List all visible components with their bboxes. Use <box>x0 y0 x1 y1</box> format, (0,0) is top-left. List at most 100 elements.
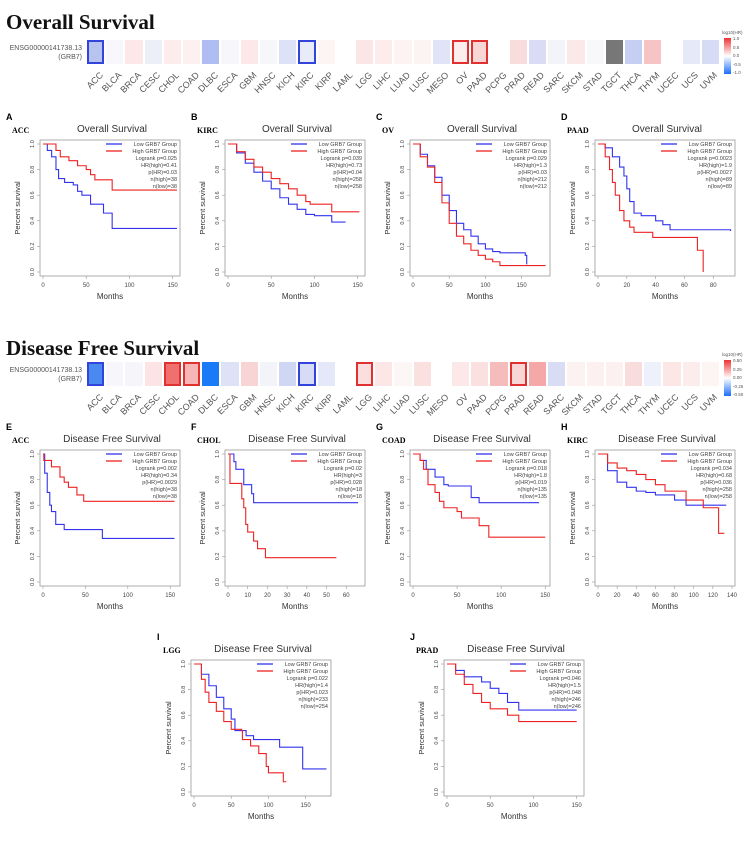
stat-label: HR(high)=0.73 <box>326 163 362 169</box>
colorbar-tick: 0.0 <box>733 53 740 58</box>
panel-letter: H <box>561 422 568 432</box>
heatmap-cell-laml <box>336 40 354 64</box>
stat-label: n(high)=258 <box>702 487 732 493</box>
legend-label: Low GRB7 Group <box>134 452 177 458</box>
y-tick-label: 0.0 <box>585 268 591 276</box>
y-tick-label: 0.2 <box>400 553 406 561</box>
heatmap-cell-kirc <box>298 362 316 386</box>
cancer-label: UCS <box>679 392 701 413</box>
heatmap-cell-lihc <box>375 40 393 64</box>
high-group-curve <box>228 143 360 213</box>
y-tick-label: 0.8 <box>585 476 591 484</box>
y-tick-label: 0.6 <box>181 711 187 719</box>
y-tick-label: 0.8 <box>400 476 406 484</box>
y-tick-label: 0.8 <box>215 166 221 174</box>
stat-label: HR(high)=1.4 <box>295 683 328 689</box>
y-axis-label: Percent survival <box>13 181 22 235</box>
heatmap-cell-stad <box>586 362 604 386</box>
cancer-label: UVM <box>698 392 720 414</box>
gene-symbol: (GRB7) <box>58 376 82 383</box>
y-tick-label: 0.2 <box>400 243 406 251</box>
x-tick-label: 50 <box>268 283 275 289</box>
panel-letter: I <box>157 632 160 642</box>
x-tick-label: 50 <box>454 593 461 599</box>
stat-label: p(HR)=0.036 <box>700 480 732 486</box>
heatmap-cell-meso <box>432 40 451 64</box>
stat-label: Logrank p=0.034 <box>691 466 732 472</box>
legend-label: Low GRB7 Group <box>504 452 547 458</box>
x-tick-label: 20 <box>623 283 630 289</box>
heatmap-cell-lgg <box>355 362 374 386</box>
x-tick-label: 120 <box>708 593 719 599</box>
y-axis-label: Percent survival <box>198 181 207 235</box>
y-tick-label: 0.4 <box>434 737 440 745</box>
heatmap-cell-coad <box>183 362 201 386</box>
heatmap-cell-kirp <box>317 362 335 386</box>
km-panel-i: I LGG Disease Free Survival 0 50 100 150 0.0 0.2… <box>155 632 337 822</box>
high-group-curve <box>598 453 725 534</box>
gene-label-os: ENSG00000141738.13 (GRB7) <box>0 44 82 62</box>
y-tick-label: 0.6 <box>30 191 36 199</box>
cancer-label: LUAD <box>388 70 413 95</box>
heatmap-cell-kich <box>279 362 297 386</box>
x-tick-label: 100 <box>124 283 135 289</box>
plot-frame <box>224 139 366 277</box>
legend-label: High GRB7 Group <box>536 669 581 675</box>
x-tick-label: 100 <box>309 283 320 289</box>
stat-label: n(high)=233 <box>298 697 328 703</box>
y-axis-label: Percent survival <box>383 491 392 545</box>
plot-title: Overall Survival <box>446 124 518 135</box>
y-tick-label: 0.2 <box>30 243 36 251</box>
stat-label: Logrank p=0.02 <box>324 466 362 472</box>
heatmap-cell-esca <box>221 362 239 386</box>
heatmap-cell-blca <box>106 40 124 64</box>
y-tick-label: 0.4 <box>585 217 591 225</box>
plot-frame <box>39 449 181 587</box>
x-tick-label: 100 <box>263 803 274 809</box>
cancer-label: LAML <box>330 70 355 94</box>
stat-label: Logrank p=0.0023 <box>688 156 733 162</box>
x-tick-label: 50 <box>228 803 235 809</box>
x-axis-label: Months <box>282 602 308 611</box>
y-axis-label: Percent survival <box>164 701 173 755</box>
y-tick-label: 0.4 <box>215 217 221 225</box>
panel-letter: E <box>6 422 13 432</box>
km-plot: 0 20 40 60 80 0.0 0.2 0.4 0.6 0.8 1.0 Months Percent… <box>568 139 736 301</box>
cancer-label: UCEC <box>655 392 682 418</box>
stat-label: p(HR)=0.019 <box>515 480 547 486</box>
x-tick-label: 50 <box>82 593 89 599</box>
plot-frame <box>224 449 366 587</box>
x-tick-label: 100 <box>689 593 700 599</box>
colorbar-title: log10(HR) <box>722 352 743 357</box>
low-group-curve <box>598 453 727 506</box>
km-panel-h: H KIRC Disease Free Survival 0 20 40 60 80 100 12… <box>559 422 741 612</box>
heatmap-cell-gbm <box>240 40 258 64</box>
heatmap-cell-meso <box>432 362 451 386</box>
y-tick-label: 0.8 <box>181 686 187 694</box>
dfs-colorbar <box>724 360 731 396</box>
cancer-label: STAD <box>580 70 605 94</box>
stat-label: Logrank p=0.046 <box>540 676 581 682</box>
x-tick-label: 150 <box>165 593 176 599</box>
y-tick-label: 0.4 <box>30 217 36 225</box>
x-tick-label: 50 <box>446 283 453 289</box>
stat-label: Logrank p=0.002 <box>136 466 177 472</box>
heatmap-cell-laml <box>336 362 354 386</box>
km-panel-j: J PRAD Disease Free Survival 0 50 100 150 0.0 0.… <box>408 632 590 822</box>
x-tick-label: 60 <box>652 593 659 599</box>
heatmap-cell-luad <box>394 40 412 64</box>
stat-label: p(HR)=0.028 <box>330 480 362 486</box>
y-tick-label: 1.0 <box>585 450 591 458</box>
heatmap-cell-skcm <box>567 362 585 386</box>
x-tick-label: 0 <box>192 803 196 809</box>
y-tick-label: 1.0 <box>585 140 591 148</box>
cancer-type-label: PRAD <box>416 646 439 655</box>
x-axis-label: Months <box>467 602 493 611</box>
heatmap-cell-pcpg <box>490 40 508 64</box>
cancer-label: TGCT <box>599 70 624 95</box>
stat-label: HR(high)=1.9 <box>699 163 732 169</box>
x-axis-label: Months <box>97 602 123 611</box>
legend-label: Low GRB7 Group <box>319 452 362 458</box>
cancer-label: KICH <box>274 70 297 93</box>
x-tick-label: 40 <box>652 283 659 289</box>
